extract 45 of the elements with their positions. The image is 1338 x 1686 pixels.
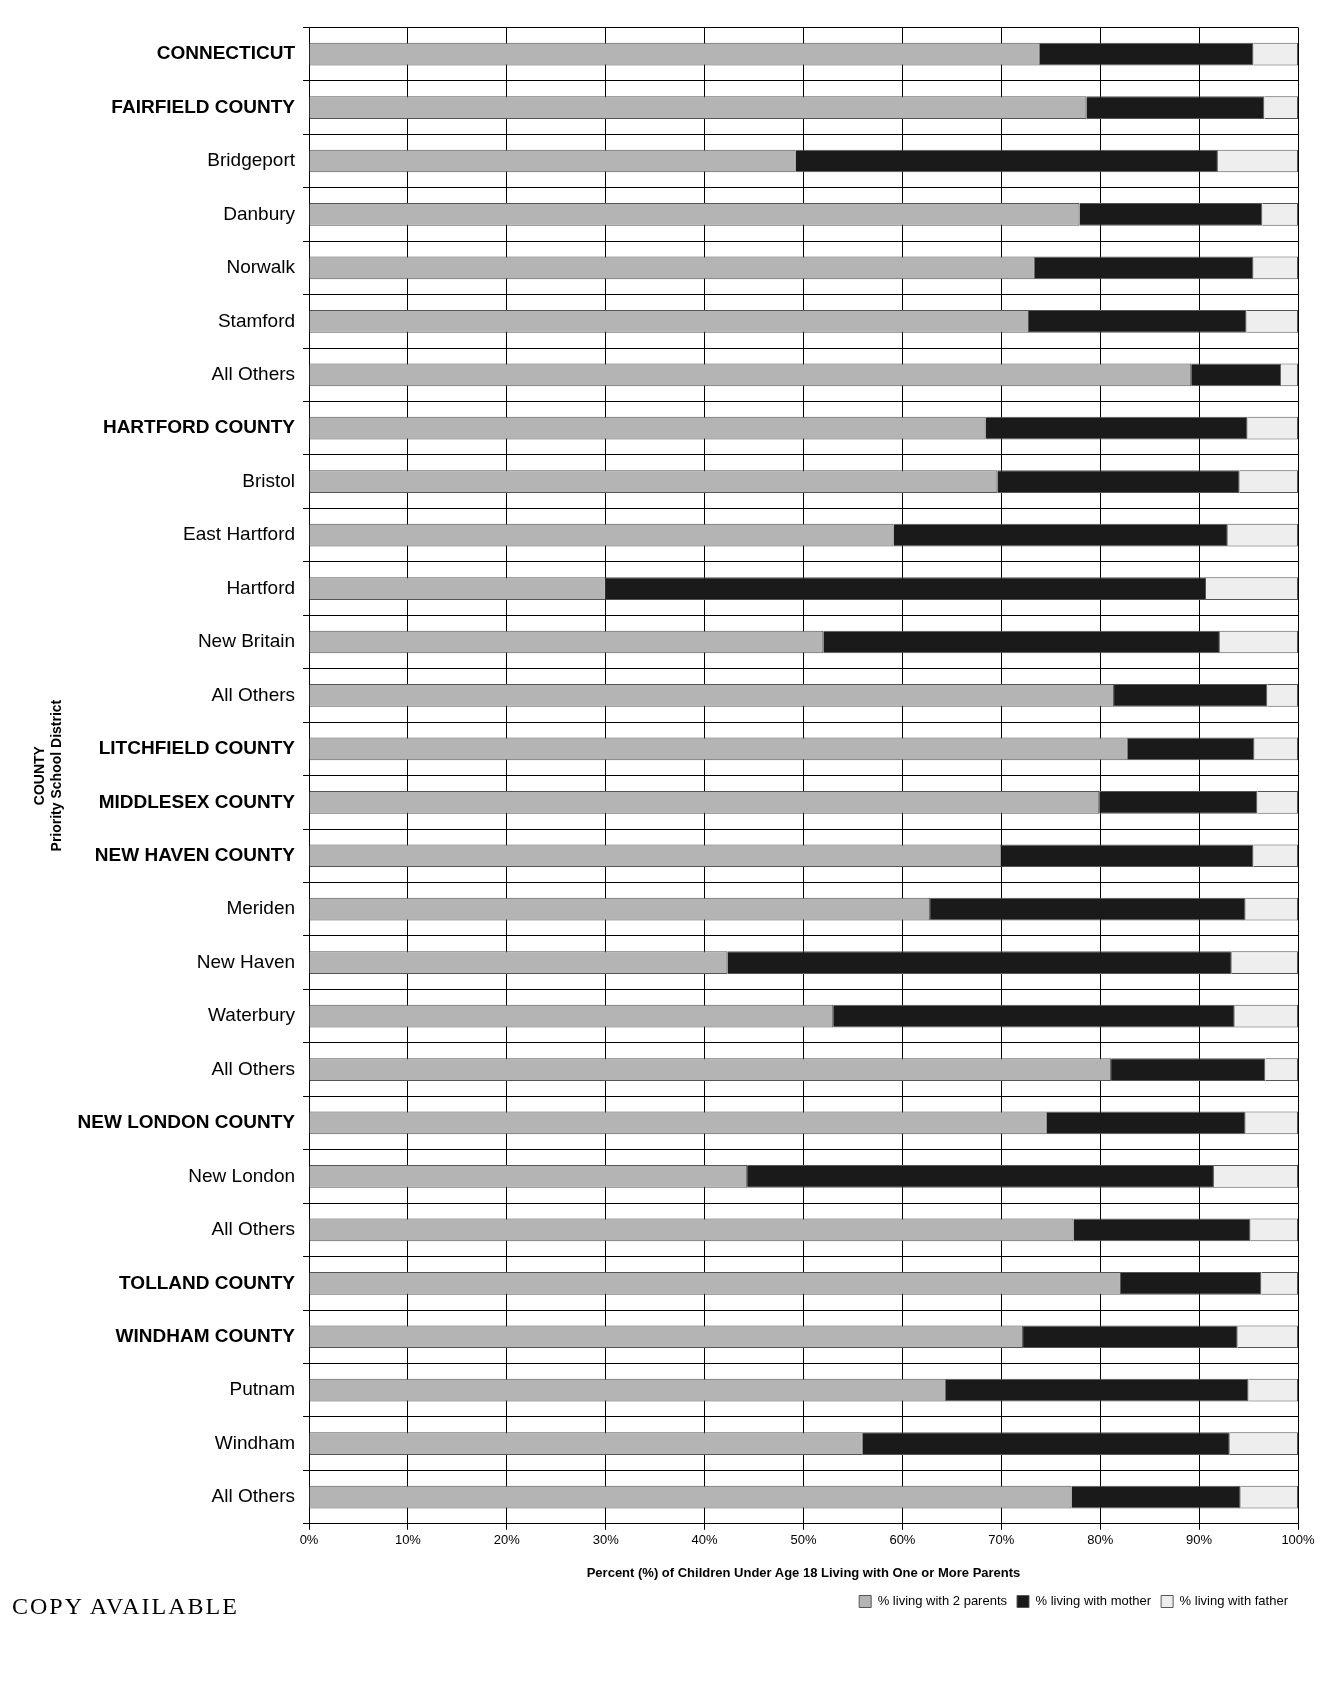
y-tick-label: Danbury: [223, 202, 296, 224]
x-tick-label: 80%: [1087, 1532, 1114, 1548]
y-tick-label: All Others: [211, 363, 296, 385]
x-tick-label: 90%: [1186, 1532, 1213, 1548]
y-tick-label: TOLLAND COUNTY: [119, 1271, 296, 1293]
x-tick-label: 40%: [691, 1532, 719, 1548]
x-tick-label: 20%: [493, 1532, 521, 1548]
y-tick-label: Norwalk: [226, 256, 296, 278]
y-tick-label: New Britain: [197, 630, 296, 652]
y-tick-label: Meriden: [226, 897, 296, 919]
y-tick-label: HARTFORD COUNTY: [102, 416, 296, 438]
y-tick-label: LITCHFIELD COUNTY: [98, 737, 296, 759]
y-tick-label: Hartford: [226, 576, 296, 598]
x-tick-label: 60%: [889, 1532, 916, 1548]
x-tick-label: 100%: [1281, 1532, 1316, 1548]
y-tick-label: Bristol: [242, 469, 296, 491]
y-tick-label: MIDDLESEX COUNTY: [98, 790, 296, 812]
y-tick-label: Windham: [214, 1431, 296, 1453]
x-axis-title: Percent (%) of Children Under Age 18 Living with One or More Parents: [586, 1564, 1021, 1580]
y-tick-label: All Others: [211, 1485, 296, 1507]
y-tick-label: East Hartford: [183, 523, 296, 545]
y-tick-label: All Others: [211, 1057, 296, 1079]
y-tick-label: NEW HAVEN COUNTY: [94, 844, 296, 865]
x-tick-label: 30%: [592, 1532, 620, 1548]
x-tick-label: 0%: [299, 1532, 319, 1548]
y-tick-label: NEW LONDON COUNTY: [77, 1111, 296, 1133]
y-tick-label: All Others: [211, 683, 296, 705]
x-tick-label: 70%: [988, 1532, 1015, 1548]
y-tick-label: All Others: [211, 1218, 296, 1240]
x-tick-label: 50%: [790, 1532, 817, 1548]
legend-label: % living with mother: [1035, 1593, 1152, 1609]
x-tick-label: 10%: [394, 1532, 422, 1548]
legend-label: % living with father: [1179, 1593, 1289, 1609]
y-tick-label: CONNECTICUT: [156, 42, 296, 64]
text: COPY AVAILABLE: [12, 1593, 239, 1620]
y-tick-label: New Haven: [196, 950, 296, 972]
y-tick-label: New London: [188, 1164, 296, 1186]
y-tick-label: WINDHAM COUNTY: [115, 1324, 296, 1346]
y-tick-label: Stamford: [217, 309, 296, 331]
legend-label: % living with 2 parents: [877, 1593, 1008, 1609]
y-tick-label: Putnam: [229, 1378, 296, 1400]
y-tick-label: FAIRFIELD COUNTY: [111, 95, 296, 117]
y-tick-label: Waterbury: [208, 1004, 296, 1026]
y-tick-label: Bridgeport: [207, 149, 296, 171]
y-axis-title: COUNTY Priority School District: [31, 699, 65, 852]
